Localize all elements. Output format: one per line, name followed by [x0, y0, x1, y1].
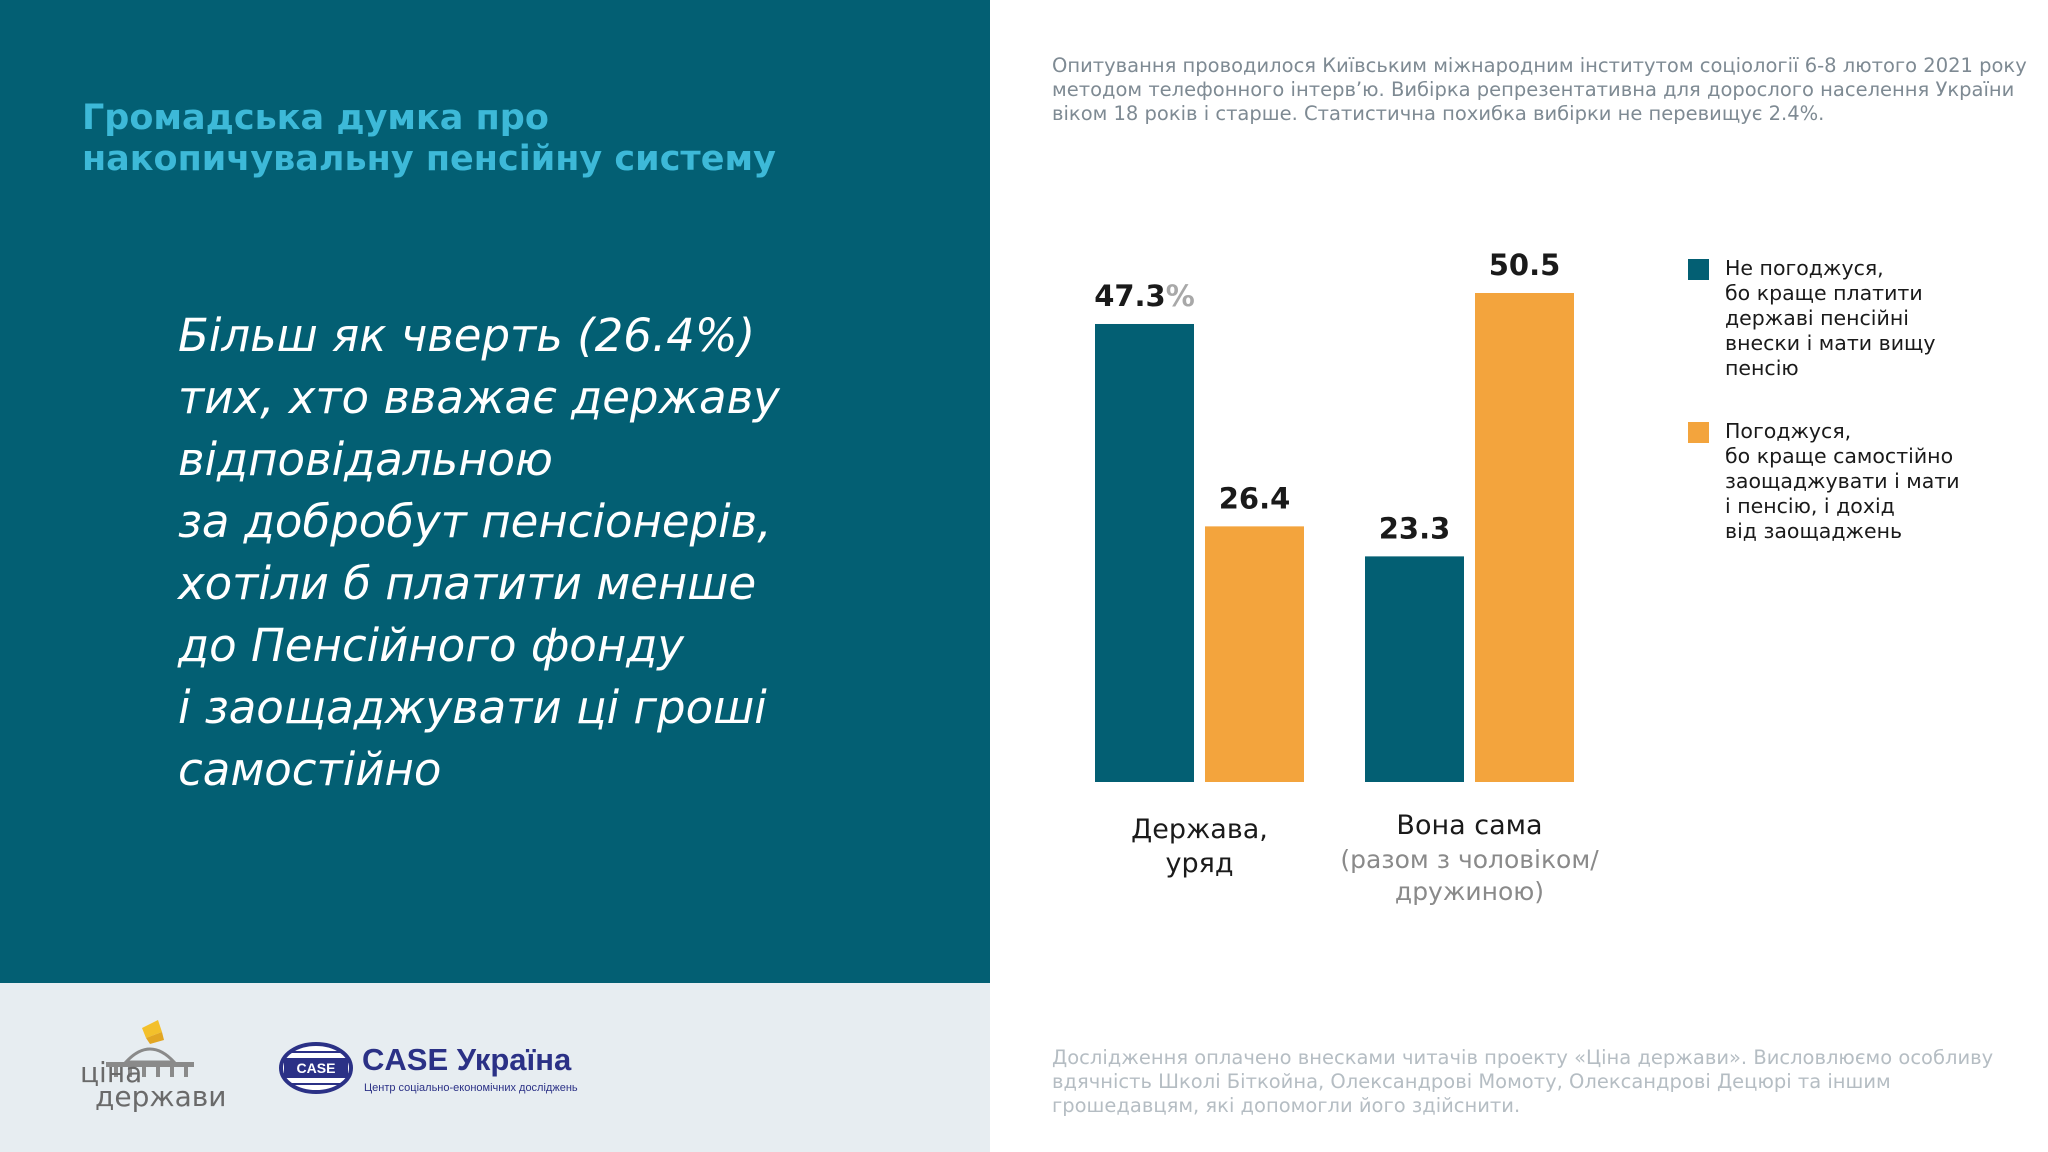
percent-suffix: %: [1166, 279, 1195, 313]
case-ukraine-logo: CASE CASE Україна Центр соціально-економ…: [278, 1040, 578, 1100]
category-label-1-0: Вона сама: [1396, 810, 1542, 841]
data-label-0-0: 47.3%: [1094, 279, 1195, 313]
left-panel: Громадська думка про накопичувальну пенс…: [0, 0, 990, 983]
cina-derzhavy-logo: ціна держави: [80, 1018, 226, 1113]
bar-1-1: [1475, 293, 1574, 782]
legend-swatch-orange: [1688, 422, 1709, 443]
legend-label-agree: Погоджуся, бо краще самостійно заощаджув…: [1725, 419, 1960, 543]
legend-swatch-teal: [1688, 259, 1709, 280]
case-badge-text: CASE: [297, 1060, 336, 1076]
footer-left: [0, 983, 990, 1152]
category-sublabel-1-1: дружиною): [1395, 877, 1544, 906]
parliament-icon: [106, 1020, 194, 1077]
bar-0-0: [1095, 323, 1194, 782]
logo-derzhavy-word: держави: [95, 1080, 227, 1113]
funding-note: Дослідження оплачено внесками читачів пр…: [1052, 1046, 1994, 1117]
legend-item-agree: Погоджуся, бо краще самостійно заощаджув…: [1688, 419, 2008, 544]
legend-item-disagree: Не погоджуся, бо краще платити державі п…: [1688, 256, 2008, 381]
bar-1-0: [1205, 526, 1304, 782]
category-label-0-1: уряд: [1165, 848, 1233, 879]
panel-title: Громадська думка про накопичувальну пенс…: [82, 98, 776, 179]
headline-statement: Більш як чверть (26.4%) тих, хто вважає …: [178, 309, 780, 796]
methodology-note: Опитування проводилося Київським міжнаро…: [1052, 54, 2027, 125]
data-label-1-0: 26.4: [1219, 481, 1291, 515]
category-sublabel-1-0: (разом з чоловіком/: [1340, 845, 1599, 874]
data-label-1-1: 50.5: [1489, 248, 1561, 282]
bar-0-1: [1365, 556, 1464, 782]
case-name: CASE Україна: [362, 1042, 572, 1077]
data-label-0-1: 23.3: [1379, 511, 1451, 545]
logo-cina-word: ціна: [80, 1056, 143, 1089]
case-subtitle: Центр соціально-економічних досліджень: [364, 1082, 578, 1094]
category-label-0-0: Держава,: [1131, 814, 1268, 845]
case-globe-icon: CASE: [279, 1042, 353, 1094]
legend-label-disagree: Не погоджуся, бо краще платити державі п…: [1725, 256, 1936, 380]
chart-legend: Не погоджуся, бо краще платити державі п…: [1688, 256, 2008, 582]
